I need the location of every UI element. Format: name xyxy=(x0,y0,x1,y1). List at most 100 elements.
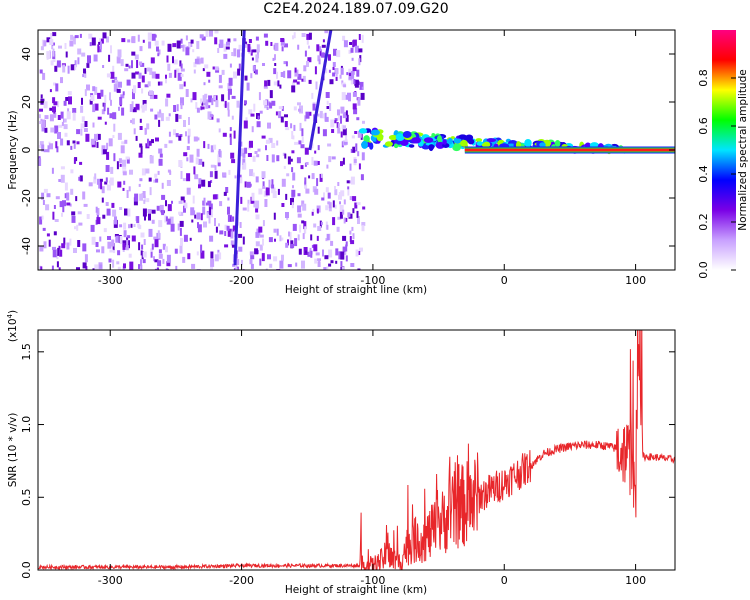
noise-cell xyxy=(77,48,82,55)
noise-cell xyxy=(42,227,46,231)
noise-cell xyxy=(104,121,107,125)
signal-blob xyxy=(358,128,368,134)
colorbar-tick-label: 0.4 xyxy=(697,165,710,183)
noise-cell xyxy=(298,140,302,145)
noise-cell xyxy=(301,200,305,207)
noise-cell xyxy=(316,178,319,187)
signal-blob xyxy=(452,144,461,152)
noise-cell xyxy=(112,209,117,217)
noise-cell xyxy=(317,113,320,117)
noise-cell xyxy=(95,242,99,247)
noise-cell xyxy=(153,179,156,183)
noise-cell xyxy=(263,85,268,89)
noise-cell xyxy=(251,57,254,61)
noise-cell xyxy=(104,181,108,185)
noise-cell xyxy=(315,161,320,165)
noise-cell xyxy=(43,149,48,153)
noise-cell xyxy=(350,263,355,267)
noise-cell xyxy=(238,233,243,238)
noise-cell xyxy=(148,140,152,146)
spectrogram-x-tick-label: -200 xyxy=(229,274,254,287)
snr-y-tick-label: 0.0 xyxy=(20,561,33,579)
noise-cell xyxy=(256,121,261,128)
noise-cell xyxy=(165,246,168,253)
noise-cell xyxy=(66,242,70,250)
noise-cell xyxy=(141,88,144,94)
noise-cell xyxy=(135,71,140,75)
noise-cell xyxy=(261,253,265,262)
colorbar-tick-label: 0.8 xyxy=(697,69,710,87)
noise-cell xyxy=(69,40,74,47)
noise-cell xyxy=(304,177,307,185)
noise-cell xyxy=(41,144,45,152)
noise-cell xyxy=(347,92,351,100)
noise-cell xyxy=(71,215,76,223)
noise-cell xyxy=(218,85,223,89)
noise-cell xyxy=(168,140,173,144)
noise-cell xyxy=(190,39,194,44)
noise-cell xyxy=(139,46,143,52)
noise-cell xyxy=(112,259,115,268)
noise-cell xyxy=(182,178,186,182)
noise-cell xyxy=(304,115,307,122)
noise-cell xyxy=(94,264,99,270)
noise-cell xyxy=(255,200,260,209)
noise-cell xyxy=(262,238,264,246)
noise-cell xyxy=(309,111,312,116)
noise-cell xyxy=(180,44,185,48)
noise-cell xyxy=(138,242,141,251)
noise-cell xyxy=(268,137,273,143)
noise-cell xyxy=(193,166,196,175)
noise-cell xyxy=(82,74,85,78)
noise-cell xyxy=(127,208,131,217)
noise-cell xyxy=(89,99,93,105)
noise-cell xyxy=(324,30,329,34)
noise-cell xyxy=(194,174,199,180)
noise-cell xyxy=(306,189,309,194)
noise-cell xyxy=(180,196,185,201)
noise-cell xyxy=(301,78,304,82)
noise-cell xyxy=(55,196,60,200)
noise-cell xyxy=(344,94,349,100)
noise-cell xyxy=(101,246,105,254)
noise-cell xyxy=(297,73,302,80)
noise-cell xyxy=(337,123,340,128)
noise-cell xyxy=(297,44,300,50)
noise-cell xyxy=(122,187,125,191)
noise-cell xyxy=(200,57,204,64)
noise-cell xyxy=(40,266,43,270)
noise-cell xyxy=(214,66,219,71)
noise-cell xyxy=(83,128,88,132)
noise-cell xyxy=(127,235,131,239)
noise-cell xyxy=(154,173,158,178)
noise-cell xyxy=(281,46,284,52)
noise-cell xyxy=(358,48,363,53)
noise-cell xyxy=(159,153,163,158)
noise-cell xyxy=(202,161,205,167)
noise-cell xyxy=(78,176,81,181)
noise-cell xyxy=(340,161,343,167)
noise-cell xyxy=(317,145,320,151)
noise-cell xyxy=(327,143,332,147)
noise-cell xyxy=(197,224,202,233)
signal-blob xyxy=(539,142,546,148)
noise-cell xyxy=(276,228,279,236)
noise-cell xyxy=(284,121,288,127)
noise-cell xyxy=(326,234,330,240)
noise-cell xyxy=(153,256,155,262)
noise-cell xyxy=(325,92,330,98)
noise-cell xyxy=(92,122,95,128)
noise-cell xyxy=(276,71,278,79)
noise-cell xyxy=(42,200,45,205)
noise-cell xyxy=(353,79,356,84)
noise-cell xyxy=(280,38,285,46)
noise-cell xyxy=(175,265,178,270)
noise-cell xyxy=(216,118,220,123)
noise-cell xyxy=(301,33,306,37)
signal-blob xyxy=(400,139,409,146)
noise-cell xyxy=(218,128,221,133)
noise-cell xyxy=(302,233,305,240)
noise-cell xyxy=(161,210,165,216)
noise-cell xyxy=(155,73,160,79)
spectrogram-y-tick-label: -40 xyxy=(20,237,33,255)
